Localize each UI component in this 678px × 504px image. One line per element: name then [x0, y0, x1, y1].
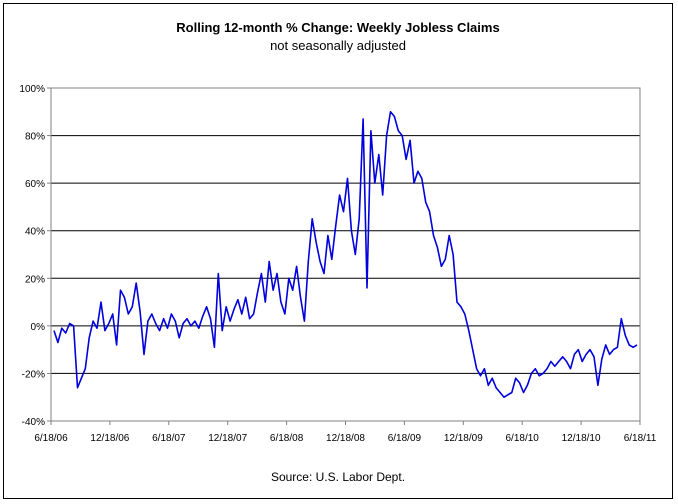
y-axis: -40% -20% 0% 20% 40% 60% 80% 100%	[19, 84, 51, 428]
y-tick-label: -20%	[22, 369, 45, 380]
source-note: Source: U.S. Labor Dept.	[271, 470, 405, 484]
x-tick-label: 12/18/10	[562, 433, 601, 444]
plot-area	[50, 87, 641, 422]
x-axis: 6/18/06 12/18/06 6/18/07 12/18/07 6/18/08 12/…	[34, 421, 657, 444]
x-tick-label: 6/18/06	[34, 433, 68, 444]
x-tick-label: 12/18/07	[208, 433, 247, 444]
x-tick-label: 12/18/06	[90, 433, 129, 444]
y-tick-label: 60%	[25, 179, 45, 190]
series-line	[53, 111, 638, 399]
x-tick-label: 6/18/07	[152, 433, 186, 444]
x-tick-label: 6/18/11	[624, 433, 657, 444]
x-tick-label: 12/18/08	[326, 433, 365, 444]
y-tick-label: 40%	[25, 227, 45, 238]
chart-subtitle: not seasonally adjusted	[270, 38, 406, 53]
gridlines	[51, 135, 640, 374]
x-tick-label: 6/18/08	[270, 433, 304, 444]
chart-title: Rolling 12-month % Change: Weekly Jobles…	[176, 20, 499, 35]
x-tick-label: 6/18/10	[506, 433, 540, 444]
y-tick-label: 100%	[19, 84, 45, 95]
y-tick-label: 80%	[25, 132, 45, 143]
y-tick-label: 0%	[31, 322, 46, 333]
y-tick-label: -40%	[22, 417, 45, 428]
x-tick-label: 12/18/09	[444, 433, 483, 444]
chart-frame	[3, 3, 673, 499]
x-tick-label: 6/18/09	[388, 433, 422, 444]
y-tick-label: 20%	[25, 274, 45, 285]
